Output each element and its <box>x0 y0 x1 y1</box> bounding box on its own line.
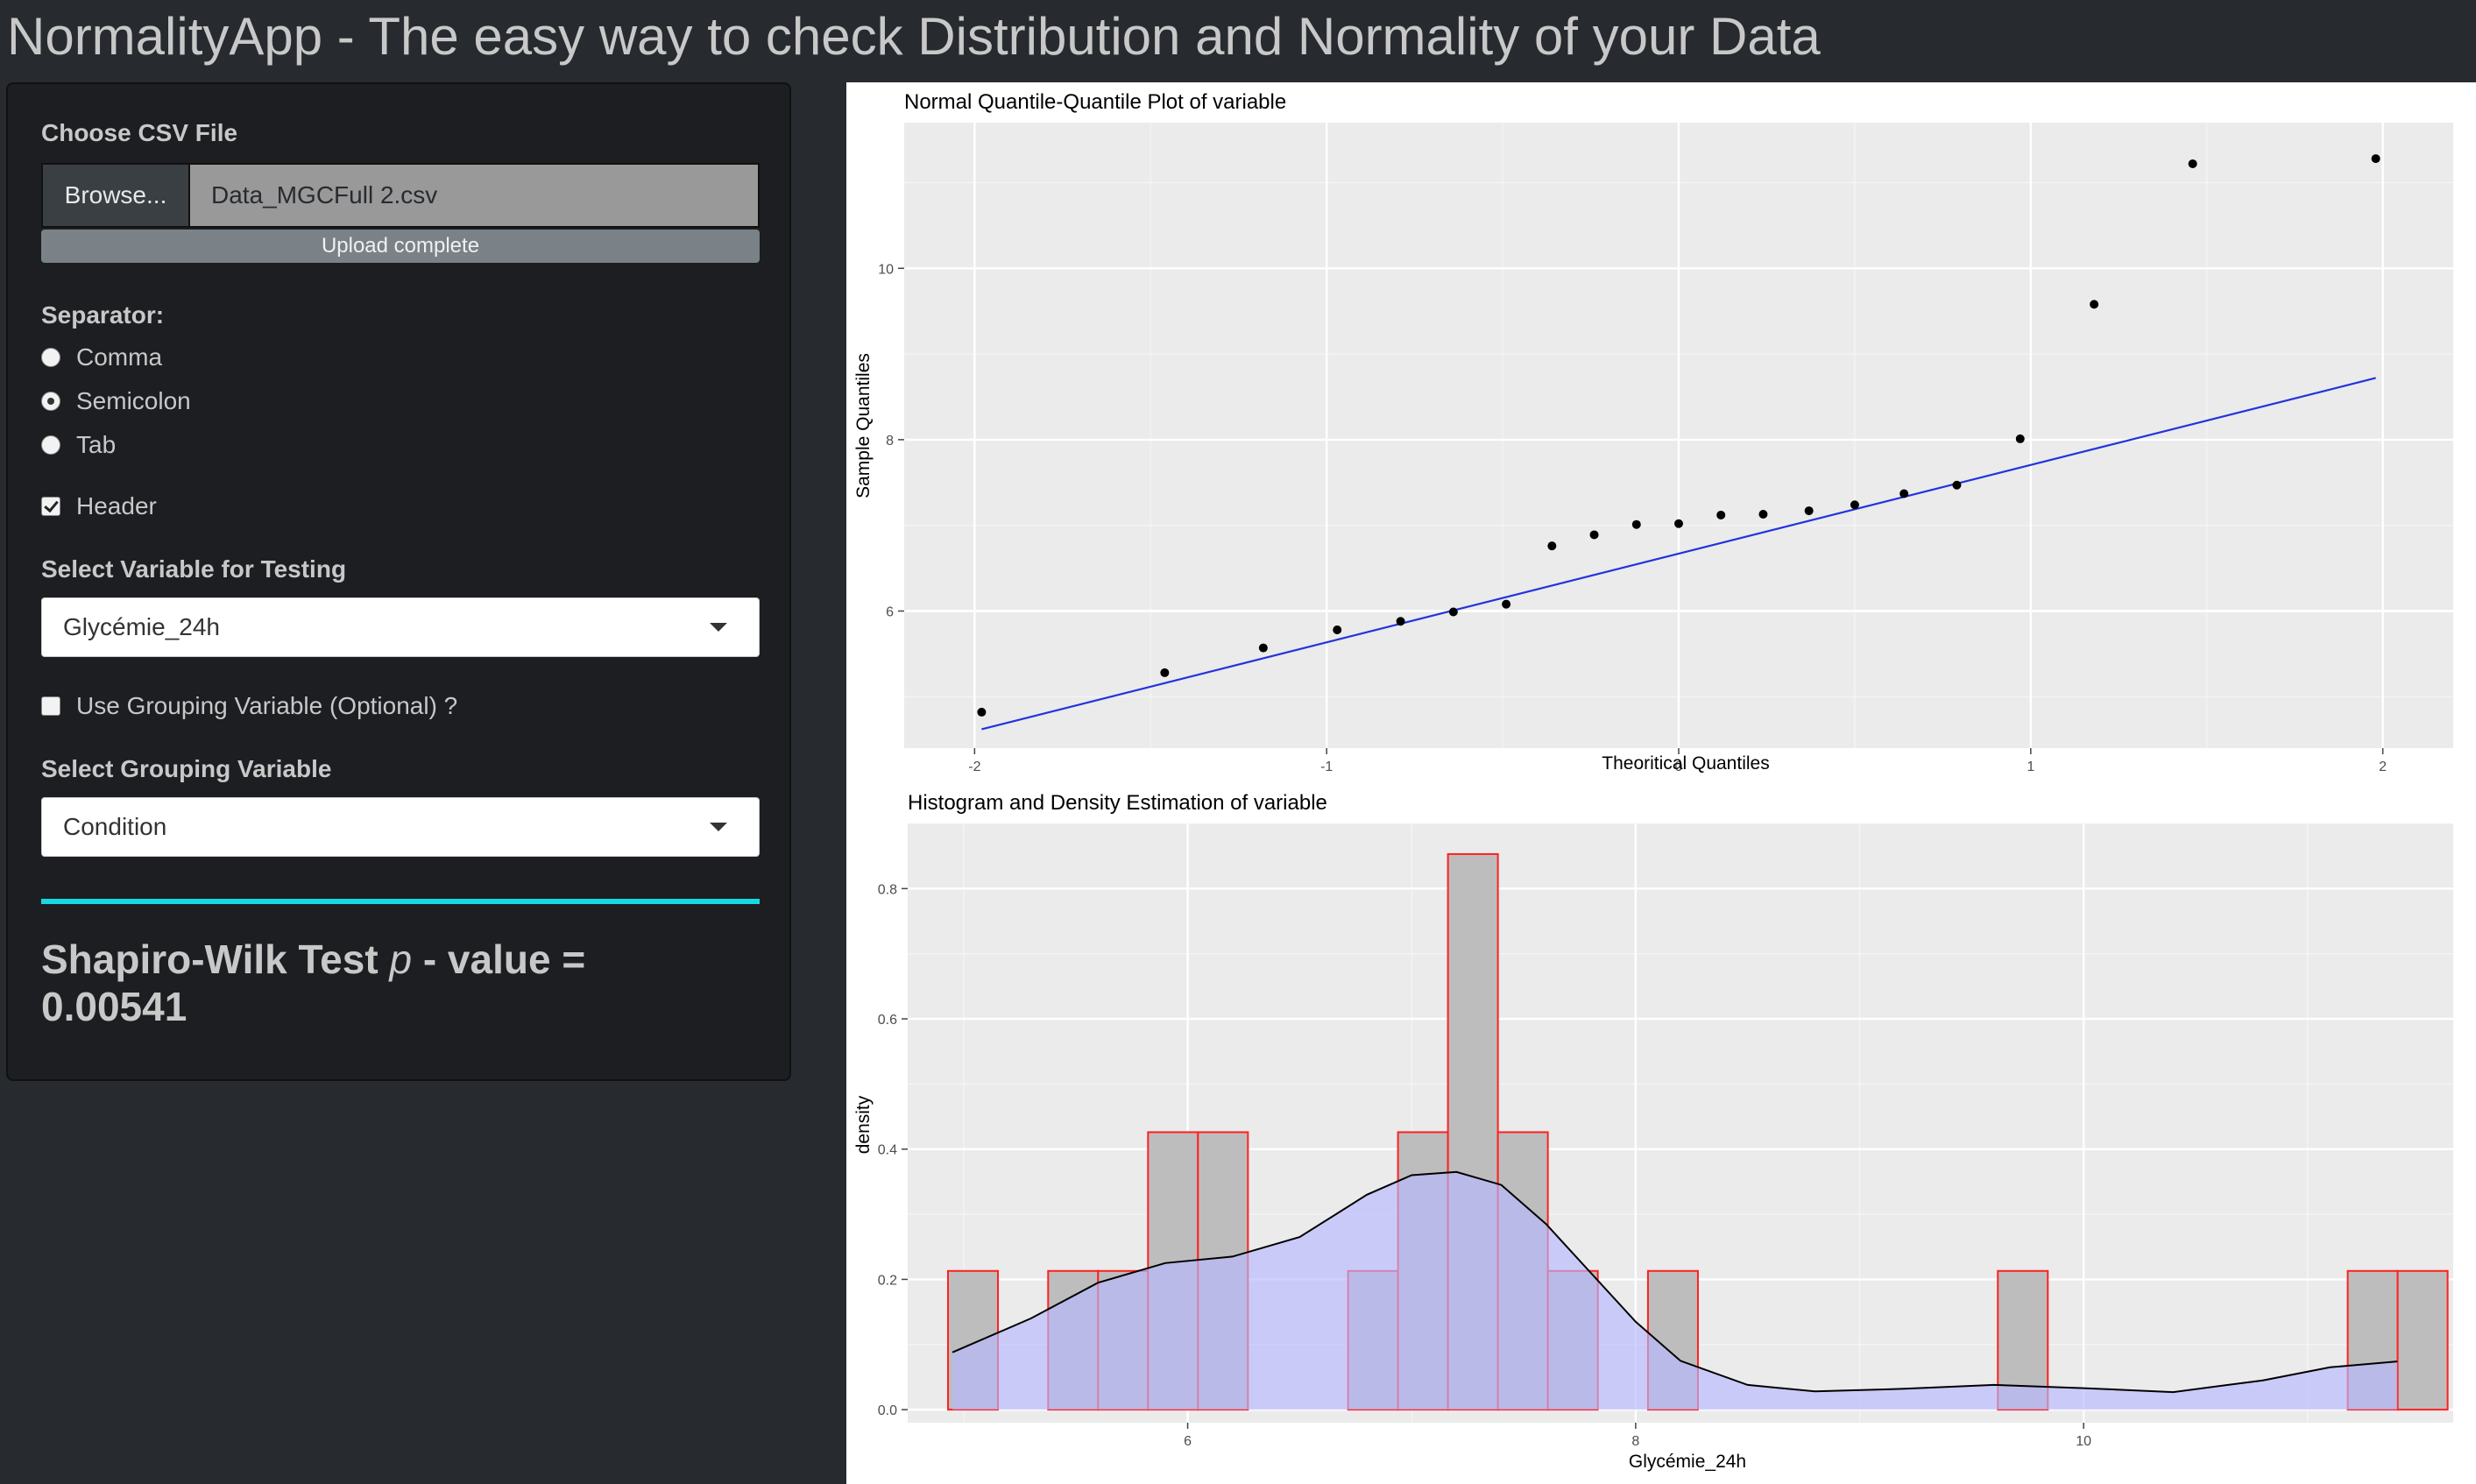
radio-tab-label: Tab <box>76 431 117 458</box>
histogram-bar <box>2396 1269 2449 1411</box>
radio-comma-label: Comma <box>76 343 163 371</box>
histogram-y-ticks: 0.0 0.2 0.4 0.6 0.8 <box>878 882 908 1418</box>
qq-y-axis-label: Sample Quantiles <box>853 353 874 498</box>
x-tick-label: 8 <box>1631 1434 1639 1449</box>
qq-plot: Normal Quantile-Quantile Plot of variabl… <box>853 90 2453 774</box>
histogram-y-axis-label: density <box>853 1095 874 1154</box>
x-tick-label: 0 <box>1675 760 1683 774</box>
header-checkbox-label: Header <box>76 492 157 519</box>
density-line <box>951 1170 2398 1394</box>
qq-point <box>2188 159 2197 168</box>
file-input-label: Choose CSV File <box>41 119 238 146</box>
browse-button[interactable]: Browse... <box>43 165 190 226</box>
file-name-field: Data_MGCFull 2.csv <box>190 165 758 226</box>
y-tick-label: 0.8 <box>878 882 897 897</box>
histogram-plot: Histogram and Density Estimation of vari… <box>853 791 2453 1472</box>
qq-point <box>1333 625 1342 635</box>
shapiro-result-p: p <box>389 936 413 982</box>
y-tick-label: 0.0 <box>878 1403 897 1418</box>
shapiro-result: Shapiro-Wilk Test p - value = 0.00541 <box>41 936 760 1030</box>
grouping-select-label: Select Grouping Variable <box>41 755 332 782</box>
y-tick-label: 0.2 <box>878 1273 897 1288</box>
qq-point <box>1758 509 1768 519</box>
qq-point <box>1952 480 1962 490</box>
qq-point <box>1674 519 1683 528</box>
histogram-title: Histogram and Density Estimation of vari… <box>908 791 1327 815</box>
x-tick-label: 1 <box>2027 760 2034 774</box>
density-area <box>952 1171 2398 1410</box>
radio-semicolon[interactable]: Semicolon <box>41 387 191 415</box>
radio-comma[interactable]: Comma <box>41 343 162 371</box>
grouping-select-value: Condition <box>63 813 167 840</box>
shapiro-result-suffix: - value = <box>412 936 586 982</box>
caret-down-icon[interactable] <box>710 623 727 632</box>
caret-down-icon[interactable] <box>710 823 727 831</box>
qq-point <box>1631 519 1641 529</box>
qq-points <box>977 154 2380 717</box>
variable-select[interactable]: Glycémie_24h <box>41 597 760 657</box>
histogram-x-axis-label: Glycémie_24h <box>1629 1452 1746 1472</box>
x-tick-label: 6 <box>1184 1434 1192 1449</box>
shapiro-result-value: 0.00541 <box>41 984 187 1029</box>
qq-point <box>1258 643 1268 653</box>
qq-point <box>977 707 987 717</box>
qq-x-axis-label: Theoritical Quantiles <box>1602 753 1769 774</box>
radio-button-selected-icon[interactable] <box>41 392 60 411</box>
file-input[interactable]: Browse... Data_MGCFull 2.csv <box>41 163 760 228</box>
qq-point <box>2090 300 2099 309</box>
qq-y-ticks: 6 8 10 <box>878 262 904 620</box>
qq-reference-line <box>981 377 2376 731</box>
use-grouping-label: Use Grouping Variable (Optional) ? <box>76 692 458 719</box>
radio-semicolon-label: Semicolon <box>76 387 191 414</box>
qq-point <box>1716 510 1726 519</box>
plots-panel: Normal Quantile-Quantile Plot of variabl… <box>846 82 2476 1484</box>
x-tick-label: -2 <box>968 760 980 774</box>
app-title: NormalityApp - The easy way to check Dis… <box>7 7 1821 66</box>
density-curve <box>951 1170 2398 1410</box>
qq-point <box>1804 506 1814 516</box>
separator-label: Separator: <box>41 301 165 329</box>
qq-point <box>1502 599 1511 609</box>
y-tick-label: 10 <box>878 262 894 277</box>
qq-plot-title: Normal Quantile-Quantile Plot of variabl… <box>904 90 1286 114</box>
x-tick-label: 2 <box>2379 760 2387 774</box>
header-checkbox[interactable]: Header <box>41 492 157 520</box>
radio-button-icon[interactable] <box>41 348 60 367</box>
y-tick-label: 0.4 <box>878 1143 897 1158</box>
qq-point <box>1547 541 1557 551</box>
variable-select-value: Glycémie_24h <box>63 613 220 640</box>
qq-point <box>2015 434 2025 443</box>
grouping-select[interactable]: Condition <box>41 797 760 857</box>
radio-button-icon[interactable] <box>41 435 60 455</box>
histogram-x-ticks: 6 8 10 <box>1184 1423 2091 1449</box>
qq-grid <box>904 123 2453 748</box>
qq-point <box>1899 489 1909 498</box>
checkbox-icon[interactable] <box>41 696 60 716</box>
qq-line-segment <box>981 377 2376 731</box>
upload-progress-bar: Upload complete <box>41 230 760 263</box>
sidebar-panel: Choose CSV File Browse... Data_MGCFull 2… <box>6 82 791 1081</box>
x-tick-label: 10 <box>2076 1434 2091 1449</box>
qq-point <box>1396 617 1405 626</box>
qq-point <box>2371 154 2380 164</box>
variable-select-label: Select Variable for Testing <box>41 555 347 583</box>
qq-point <box>1589 530 1599 540</box>
y-tick-label: 6 <box>886 605 894 620</box>
divider <box>41 899 760 904</box>
x-tick-label: -1 <box>1320 760 1333 774</box>
y-tick-label: 0.6 <box>878 1013 897 1028</box>
radio-tab[interactable]: Tab <box>41 431 116 459</box>
use-grouping-checkbox[interactable]: Use Grouping Variable (Optional) ? <box>41 692 457 720</box>
shapiro-result-prefix: Shapiro-Wilk Test <box>41 936 390 982</box>
checkbox-checked-icon[interactable] <box>41 497 60 516</box>
qq-point <box>1448 607 1458 617</box>
qq-point <box>1160 668 1170 677</box>
qq-x-ticks: -2 -1 0 1 2 <box>968 748 2387 774</box>
qq-point <box>1850 500 1859 510</box>
y-tick-label: 8 <box>886 434 894 449</box>
